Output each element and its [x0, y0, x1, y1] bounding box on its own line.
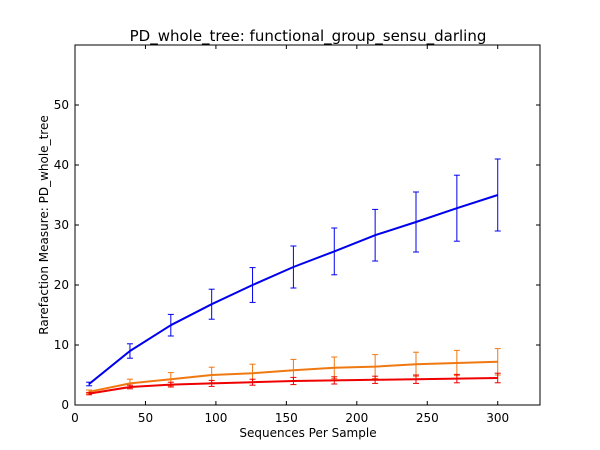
chart-title: PD_whole_tree: functional_group_sensu_da… — [130, 27, 487, 46]
error-bar — [86, 391, 93, 396]
x-tick-label: 0 — [71, 411, 79, 425]
axis-ticks: 0 50 100 150 200 250 300 0 10 20 30 40 50 — [54, 45, 540, 425]
error-bar — [453, 373, 460, 384]
error-bar — [126, 343, 133, 359]
x-axis-label: Sequences Per Sample — [239, 426, 376, 440]
error-bar — [413, 374, 419, 384]
x-tick-label: 150 — [275, 411, 298, 425]
error-bar — [249, 267, 256, 303]
x-tick-label: 300 — [486, 411, 509, 425]
error-bar — [494, 372, 501, 384]
error-bar — [494, 158, 501, 232]
error-bar — [249, 378, 256, 386]
y-tick-label: 50 — [54, 98, 69, 112]
plot-area — [86, 158, 501, 396]
series-red — [86, 372, 501, 396]
error-bar — [290, 376, 297, 386]
error-bar — [167, 313, 174, 337]
y-tick-label: 30 — [54, 218, 69, 232]
y-tick-label: 40 — [54, 158, 69, 172]
plot-frame — [74, 44, 541, 406]
error-bar — [208, 288, 215, 320]
error-bar — [331, 376, 338, 385]
x-tick-label: 250 — [416, 411, 439, 425]
series-blue — [86, 158, 501, 387]
y-tick-label: 10 — [54, 338, 69, 352]
error-bar — [453, 174, 460, 242]
x-tick-label: 100 — [204, 411, 227, 425]
error-bar — [167, 381, 174, 388]
error-bar — [290, 245, 297, 289]
x-tick-label: 50 — [138, 411, 153, 425]
error-bar — [372, 208, 379, 262]
y-axis-label: Rarefaction Measure: PD_whole_tree — [37, 115, 51, 334]
error-bar — [413, 191, 419, 253]
error-bar — [331, 227, 338, 276]
error-bar — [372, 375, 379, 384]
error-bar — [86, 381, 93, 387]
x-tick-label: 200 — [345, 411, 368, 425]
y-tick-label: 20 — [54, 278, 69, 292]
y-tick-label: 0 — [61, 398, 69, 412]
error-bar — [208, 379, 215, 387]
error-bar — [126, 384, 133, 390]
